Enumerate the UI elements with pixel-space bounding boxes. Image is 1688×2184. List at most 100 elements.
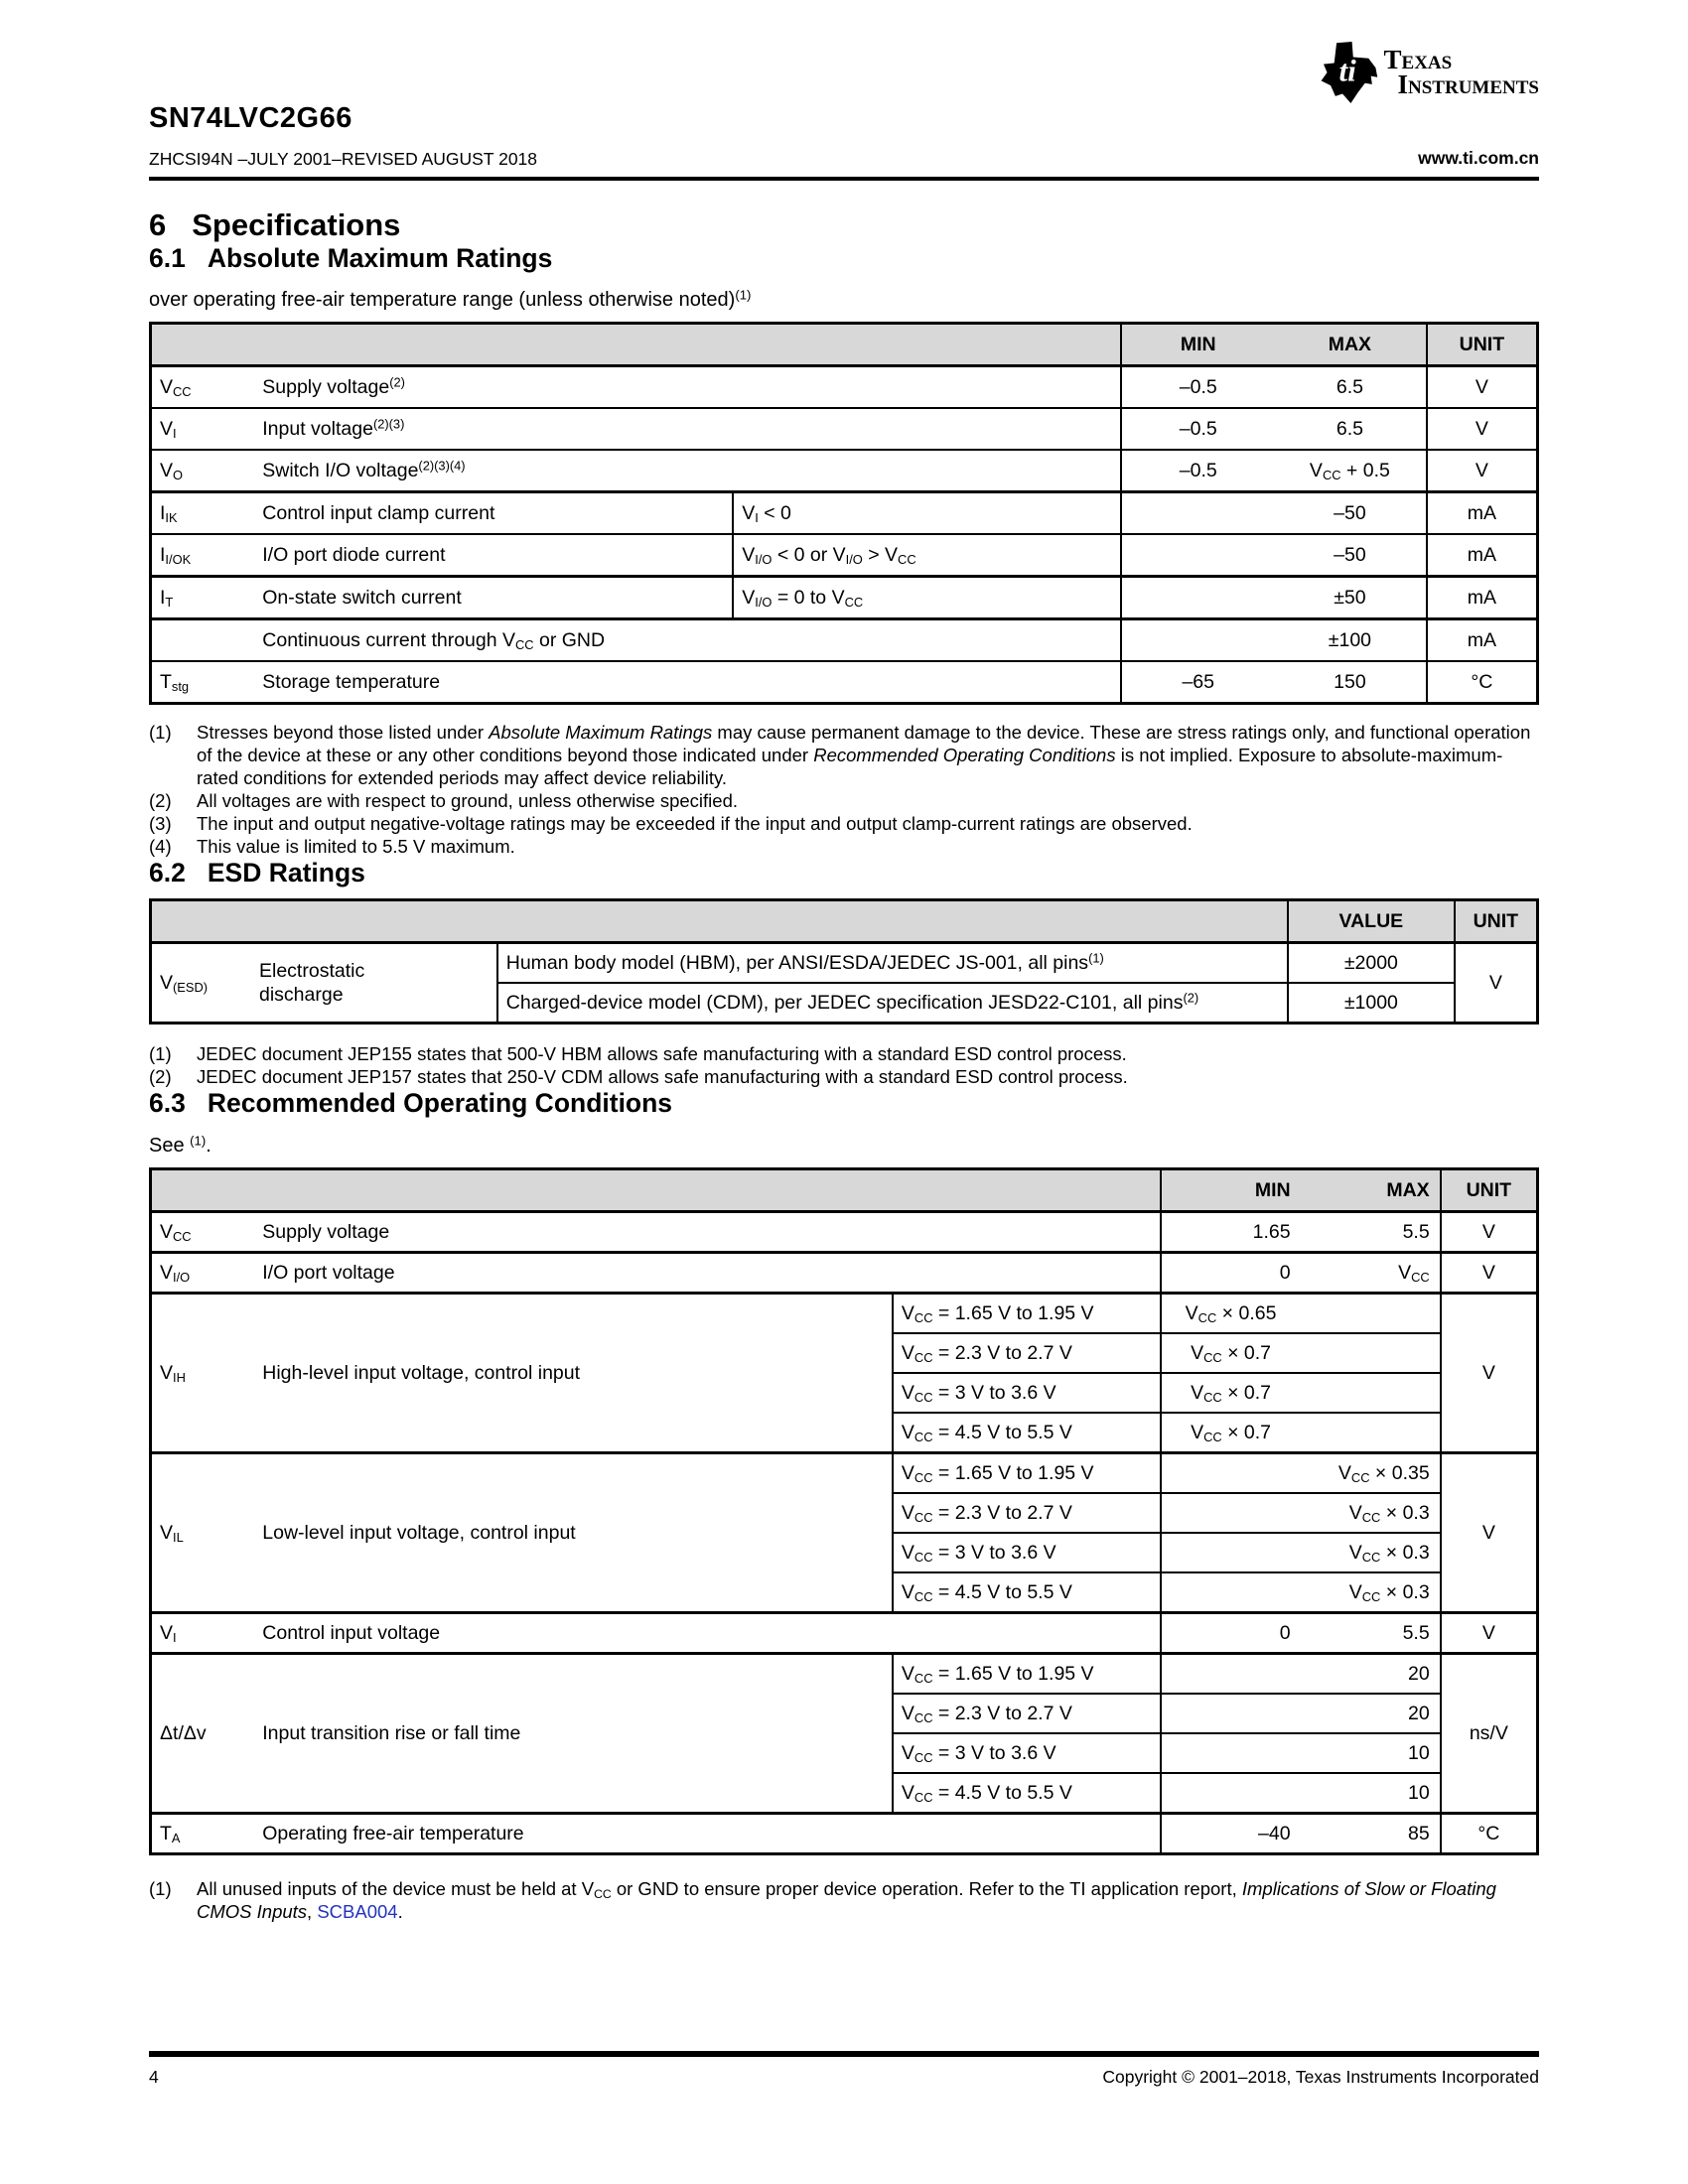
section-number: 6 bbox=[149, 207, 167, 242]
recommended-operating-conditions-table: MIN MAX UNIT VCC Supply voltage 1.65 5.5 V VI/O I… bbox=[149, 1167, 1539, 1855]
parameter-cell: Operating free-air temperature bbox=[254, 1812, 1161, 1855]
column-header bbox=[150, 322, 1122, 367]
max-value: 150 bbox=[1334, 670, 1366, 693]
absolute-maximum-ratings-table: MIN MAX UNIT VCC Supply voltage(2) –0.5 6.5 V VI… bbox=[149, 322, 1539, 705]
footnote: (2) All voltages are with respect to grou… bbox=[149, 789, 1539, 812]
footer-rule bbox=[149, 2051, 1539, 2057]
min-value bbox=[1162, 1751, 1301, 1755]
min-value bbox=[1162, 1672, 1301, 1676]
section-number: 6.1 bbox=[149, 243, 186, 273]
minmax-cell: 0 VCC bbox=[1159, 1251, 1441, 1295]
symbol-cell bbox=[150, 617, 255, 662]
ti-website-link[interactable]: www.ti.com.cn bbox=[1418, 148, 1539, 168]
symbol-cell: II/OK bbox=[150, 533, 255, 578]
symbol-cell: VIH bbox=[150, 1292, 255, 1454]
min-value bbox=[1122, 596, 1274, 600]
minmax-cell: VCC × 0.3 bbox=[1159, 1492, 1441, 1534]
parameter-cell: Low-level input voltage, control input bbox=[254, 1451, 893, 1614]
max-value: –50 bbox=[1334, 543, 1366, 566]
symbol-cell: VI/O bbox=[150, 1251, 255, 1295]
condition-cell: VCC = 3 V to 3.6 V bbox=[891, 1372, 1161, 1414]
max-value bbox=[1301, 1351, 1440, 1355]
unit-cell: V bbox=[1439, 1292, 1538, 1454]
table-row: V(ESD) Electrostatic discharge Human body … bbox=[150, 941, 1538, 1024]
scba004-link[interactable]: SCBA004 bbox=[317, 1901, 398, 1922]
max-value: MAX bbox=[1328, 333, 1372, 355]
min-value bbox=[1162, 1551, 1301, 1555]
minmax-cell: 20 bbox=[1159, 1693, 1441, 1734]
parameter-cell: Input voltage(2)(3) bbox=[254, 407, 1122, 451]
min-value bbox=[1162, 1511, 1301, 1515]
condition-cell: VCC = 3 V to 3.6 V bbox=[891, 1532, 1161, 1573]
footnote-number: (1) bbox=[149, 1043, 172, 1064]
table-row: VCC = 2.3 V to 2.7 V VCC × 0.3 bbox=[151, 1492, 1538, 1534]
parameter-cell: Input transition rise or fall time bbox=[254, 1652, 893, 1815]
doc-header: SN74LVC2G66 ZHCSI94N –JULY 2001–REVISED … bbox=[149, 0, 1539, 184]
column-header bbox=[150, 1167, 1161, 1213]
logo-line-instruments: Instruments bbox=[1397, 69, 1539, 99]
condition-cell: VCC = 1.65 V to 1.95 V bbox=[891, 1652, 1161, 1695]
parameter-cell: Control input clamp current bbox=[254, 490, 734, 535]
page-number: 4 bbox=[149, 2067, 159, 2087]
min-value: 1.65 bbox=[1252, 1220, 1291, 1243]
esd-label: Electrostatic discharge bbox=[259, 959, 365, 1006]
min-value bbox=[1162, 1791, 1301, 1795]
section-title-text: Specifications bbox=[192, 207, 401, 242]
section-number: 6.2 bbox=[149, 858, 186, 887]
symbol-cell: TA bbox=[150, 1812, 255, 1855]
unit-cell: V bbox=[1439, 1210, 1538, 1254]
condition-cell: VI < 0 bbox=[732, 490, 1122, 535]
condition-cell: VCC = 1.65 V to 1.95 V bbox=[891, 1292, 1161, 1334]
symbol-cell: IT bbox=[150, 575, 255, 620]
condition-cell: VI/O = 0 to VCC bbox=[732, 575, 1122, 620]
column-header bbox=[150, 898, 1289, 944]
footnote-text: This value is limited to 5.5 V maximum. bbox=[197, 836, 515, 857]
roc-see-note: See (1). bbox=[149, 1133, 211, 1157]
minmax-cell: ±50 bbox=[1120, 575, 1427, 620]
table-row: VCC Supply voltage(2) –0.5 6.5 V bbox=[150, 364, 1538, 409]
max-value: VCC × 0.3 bbox=[1348, 1541, 1430, 1565]
symbol-cell: IIK bbox=[150, 490, 255, 535]
max-value: VCC + 0.5 bbox=[1309, 459, 1390, 482]
parameter-cell: Continuous current through VCC or GND bbox=[254, 617, 1122, 662]
minmax-cell: VCC × 0.35 bbox=[1159, 1451, 1441, 1494]
column-header: UNIT bbox=[1439, 1167, 1538, 1213]
unit-cell: V bbox=[1425, 407, 1538, 451]
max-value: 5.5 bbox=[1402, 1621, 1430, 1644]
minmax-cell: 1.65 5.5 bbox=[1159, 1210, 1441, 1254]
max-value: ±50 bbox=[1334, 586, 1366, 609]
max-value: 6.5 bbox=[1336, 417, 1363, 440]
esd-table-container: VALUE UNIT V(ESD) Electrostatic discharge Hu… bbox=[149, 898, 1539, 1024]
min-value: VCC × 0.7 bbox=[1191, 1421, 1272, 1444]
unit-cell: °C bbox=[1439, 1812, 1538, 1855]
esd-symbol-cell: V(ESD) Electrostatic discharge bbox=[150, 941, 497, 1024]
footnote-number: (3) bbox=[149, 813, 172, 834]
minmax-cell: –0.5 6.5 bbox=[1120, 407, 1427, 451]
table-row: Δt/Δv Input transition rise or fall time V… bbox=[150, 1652, 1538, 1815]
table-row: VI/O I/O port voltage 0 VCC V bbox=[150, 1251, 1538, 1295]
symbol-cell: VIL bbox=[150, 1451, 255, 1614]
min-value: VCC × 0.65 bbox=[1185, 1301, 1277, 1325]
min-value: 0 bbox=[1279, 1261, 1291, 1284]
symbol-cell: VCC bbox=[150, 1210, 255, 1254]
condition-cell: VCC = 4.5 V to 5.5 V bbox=[891, 1412, 1161, 1454]
max-value: 20 bbox=[1407, 1662, 1430, 1685]
minmax-cell: VCC × 0.7 bbox=[1159, 1412, 1441, 1454]
table-header-row: VALUE UNIT bbox=[150, 898, 1538, 944]
footnote: (1) Stresses beyond those listed under Ab… bbox=[149, 721, 1539, 789]
min-value bbox=[1162, 1711, 1301, 1715]
table-row: IT On-state switch current VI/O = 0 to VCC… bbox=[150, 575, 1538, 620]
roc-table-container: MIN MAX UNIT VCC Supply voltage 1.65 5.5 V VI/O I… bbox=[149, 1167, 1539, 1855]
table-row: VI Control input voltage 0 5.5 V bbox=[150, 1611, 1538, 1655]
min-value: –0.5 bbox=[1179, 375, 1217, 398]
texas-state-icon: ti bbox=[1321, 42, 1377, 103]
min-value: 0 bbox=[1279, 1621, 1291, 1644]
description-cell: Human body model (HBM), per ANSI/ESDA/JE… bbox=[495, 941, 1289, 984]
table-row: VIH High-level input voltage, control inp… bbox=[150, 1292, 1538, 1454]
max-value: 20 bbox=[1407, 1702, 1430, 1724]
svg-text:ti: ti bbox=[1338, 53, 1356, 87]
footnote-text: JEDEC document JEP155 states that 500-V … bbox=[197, 1043, 1127, 1064]
minmax-cell: VCC × 0.7 bbox=[1159, 1372, 1441, 1414]
section-title-text: Absolute Maximum Ratings bbox=[207, 243, 553, 273]
